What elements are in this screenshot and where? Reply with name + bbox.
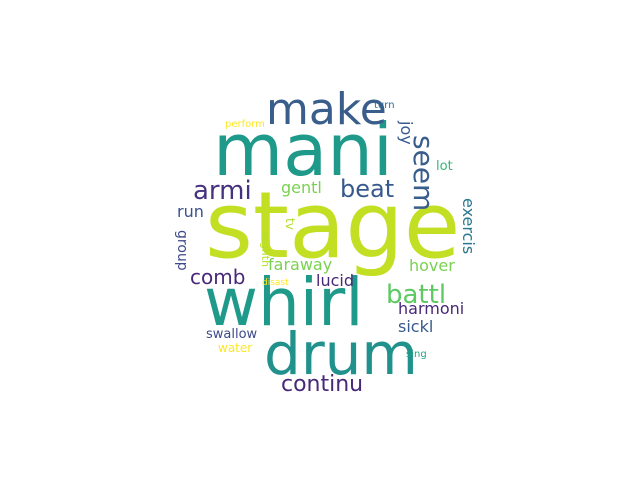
word-lot: lot xyxy=(436,159,453,174)
word-sickl: sickl xyxy=(398,317,434,336)
word-eighth: eighth xyxy=(259,232,272,268)
word-mani: mani xyxy=(213,108,393,192)
word-seem: seem xyxy=(407,135,440,212)
word-group: group xyxy=(174,230,190,271)
word-joy: joy xyxy=(397,121,416,145)
word-run: run xyxy=(177,202,204,221)
word-faraway: faraway xyxy=(268,255,333,274)
word-make: make xyxy=(266,84,387,135)
word-turn: turn xyxy=(374,100,395,111)
word-drum: drum xyxy=(264,320,418,388)
word-beat: beat xyxy=(340,175,395,203)
word-comb: comb xyxy=(190,265,246,289)
word-whirl: whirl xyxy=(204,264,364,341)
word-harmoni: harmoni xyxy=(398,299,465,318)
word-battl: battl xyxy=(386,280,447,310)
word-perform: perform xyxy=(225,119,265,130)
word-lucid: lucid xyxy=(316,271,354,290)
word-disast: disast xyxy=(262,278,289,288)
word-sing: sing xyxy=(406,349,427,360)
word-hover: hover xyxy=(409,256,455,275)
word-water: water xyxy=(218,341,253,355)
word-stage: stage xyxy=(205,172,461,279)
word-exercis: exercis xyxy=(459,198,478,255)
word-gentl: gentl xyxy=(281,178,322,197)
word-continu: continu xyxy=(281,372,364,397)
word-armi: armi xyxy=(193,176,252,206)
word-tv: tv xyxy=(283,218,297,230)
word-swallow: swallow xyxy=(206,327,258,342)
